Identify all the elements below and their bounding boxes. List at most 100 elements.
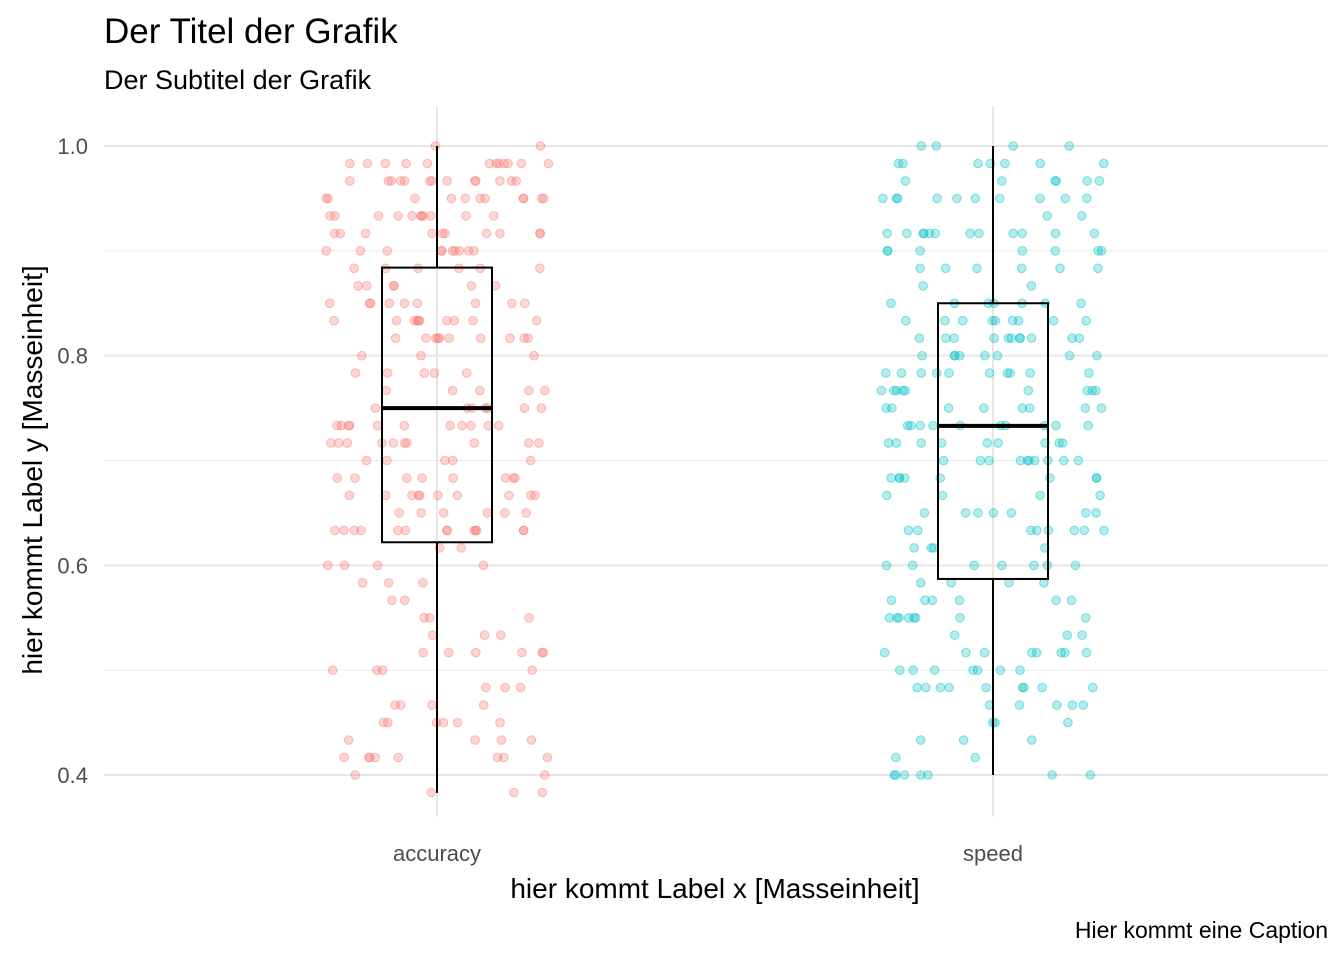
data-point xyxy=(1013,315,1024,326)
data-point xyxy=(393,752,404,763)
data-point xyxy=(938,455,949,466)
data-point xyxy=(955,613,965,623)
data-point xyxy=(1050,176,1060,186)
data-point xyxy=(1073,455,1084,466)
data-point xyxy=(540,385,550,396)
data-point xyxy=(355,246,366,256)
data-point xyxy=(1037,682,1047,693)
data-point xyxy=(470,525,481,536)
data-point xyxy=(896,368,907,378)
data-point xyxy=(994,193,1005,204)
data-point xyxy=(993,438,1003,448)
data-point xyxy=(409,315,420,326)
data-point xyxy=(1019,682,1029,693)
data-point xyxy=(371,665,382,676)
data-point xyxy=(915,263,925,274)
data-point xyxy=(480,193,490,204)
data-point xyxy=(1047,770,1057,780)
data-point xyxy=(982,438,993,448)
data-point xyxy=(1007,315,1018,326)
data-point xyxy=(1035,158,1045,169)
data-point xyxy=(887,403,897,413)
data-point xyxy=(1051,595,1061,606)
data-point xyxy=(903,525,914,536)
data-point xyxy=(386,176,397,186)
data-point xyxy=(523,333,533,344)
data-point xyxy=(380,158,391,169)
data-point xyxy=(461,368,472,378)
data-point xyxy=(1096,246,1107,256)
data-point xyxy=(1088,682,1098,693)
data-point xyxy=(357,578,368,588)
data-point xyxy=(923,770,933,780)
data-point xyxy=(968,665,979,676)
data-point xyxy=(466,420,476,431)
data-point xyxy=(1008,141,1019,151)
data-point xyxy=(920,595,930,606)
data-point xyxy=(518,193,529,204)
data-point xyxy=(364,298,375,309)
data-point xyxy=(322,560,333,571)
data-point xyxy=(494,158,504,169)
data-point xyxy=(461,211,471,221)
data-point xyxy=(921,682,931,693)
data-point xyxy=(916,368,927,378)
data-point xyxy=(965,228,975,239)
data-point xyxy=(891,438,902,448)
data-point xyxy=(345,158,355,169)
data-point xyxy=(521,508,532,518)
data-point xyxy=(413,315,424,326)
data-point xyxy=(387,595,397,606)
x-tick-label: accuracy xyxy=(393,841,481,866)
data-point xyxy=(543,158,554,169)
data-point xyxy=(433,333,443,344)
data-point xyxy=(447,385,458,396)
data-point xyxy=(399,298,410,309)
data-point xyxy=(382,368,393,378)
data-point xyxy=(892,613,902,623)
data-point xyxy=(438,508,449,518)
data-point xyxy=(1045,473,1055,483)
data-point xyxy=(526,490,536,501)
data-point xyxy=(424,613,435,623)
data-point xyxy=(329,228,340,239)
data-point xyxy=(1005,368,1015,378)
data-point xyxy=(353,281,364,291)
data-point xyxy=(505,333,515,344)
data-point xyxy=(973,158,983,169)
data-point xyxy=(343,420,354,431)
data-point xyxy=(344,490,355,501)
data-point xyxy=(416,350,426,361)
data-point xyxy=(943,403,954,413)
data-point xyxy=(365,298,376,309)
data-point xyxy=(399,595,410,606)
data-point xyxy=(360,228,371,239)
data-point xyxy=(394,508,405,518)
data-point xyxy=(330,525,340,536)
data-point xyxy=(1055,263,1065,274)
data-point xyxy=(500,473,511,483)
data-point xyxy=(402,438,412,448)
data-point xyxy=(1091,473,1102,483)
data-point xyxy=(907,560,918,571)
data-point xyxy=(886,595,897,606)
data-point xyxy=(1023,385,1034,396)
data-point xyxy=(1024,455,1034,466)
data-point xyxy=(400,525,411,536)
data-point xyxy=(440,228,450,239)
data-point xyxy=(469,525,480,536)
data-point xyxy=(321,246,332,256)
data-point xyxy=(891,385,902,396)
data-point xyxy=(539,193,549,204)
data-point xyxy=(1031,647,1042,658)
data-point xyxy=(935,682,946,693)
data-point xyxy=(496,735,507,745)
data-point xyxy=(469,438,480,448)
data-point xyxy=(1052,700,1062,710)
data-point xyxy=(372,560,383,571)
data-point xyxy=(503,158,513,169)
data-point xyxy=(1066,595,1077,606)
data-point xyxy=(444,333,454,344)
data-point xyxy=(323,193,334,204)
data-point xyxy=(1015,455,1026,466)
